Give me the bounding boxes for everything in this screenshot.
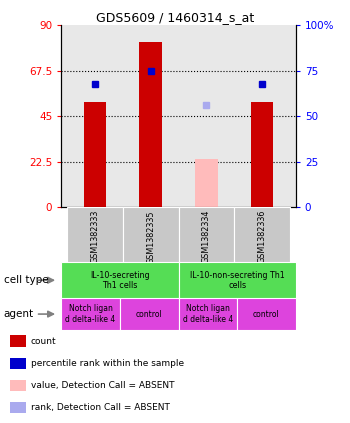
Text: count: count [31, 337, 57, 346]
Bar [61, 262, 178, 298]
Bar [237, 298, 296, 330]
Bar [251, 102, 273, 207]
Text: GSM1382334: GSM1382334 [202, 210, 211, 264]
Text: GSM1382335: GSM1382335 [146, 210, 155, 264]
Text: control: control [136, 310, 162, 319]
Text: IL-10-non-secreting Th1
cells: IL-10-non-secreting Th1 cells [190, 271, 285, 290]
Bar [10, 402, 26, 413]
Text: value, Detection Call = ABSENT: value, Detection Call = ABSENT [31, 381, 174, 390]
Text: percentile rank within the sample: percentile rank within the sample [31, 359, 184, 368]
Text: agent: agent [4, 309, 34, 319]
Bar [178, 207, 234, 262]
Bar [10, 335, 26, 346]
Text: control: control [253, 310, 280, 319]
Text: rank, Detection Call = ABSENT: rank, Detection Call = ABSENT [31, 403, 170, 412]
Text: Notch ligan
d delta-like 4: Notch ligan d delta-like 4 [65, 305, 116, 324]
Bar [61, 298, 120, 330]
Bar [178, 262, 296, 298]
Text: Notch ligan
d delta-like 4: Notch ligan d delta-like 4 [183, 305, 233, 324]
Bar [120, 298, 178, 330]
Bar [67, 207, 122, 262]
Text: GSM1382333: GSM1382333 [90, 210, 99, 264]
Text: GDS5609 / 1460314_s_at: GDS5609 / 1460314_s_at [96, 11, 254, 24]
Bar [10, 358, 26, 369]
Bar [178, 298, 237, 330]
Bar [122, 207, 178, 262]
Bar [195, 159, 218, 207]
Bar [139, 41, 162, 207]
Bar [84, 102, 106, 207]
Text: IL-10-secreting
Th1 cells: IL-10-secreting Th1 cells [90, 271, 150, 290]
Bar [10, 380, 26, 391]
Text: cell type: cell type [4, 275, 48, 285]
Text: GSM1382336: GSM1382336 [258, 210, 267, 264]
Bar [234, 207, 290, 262]
